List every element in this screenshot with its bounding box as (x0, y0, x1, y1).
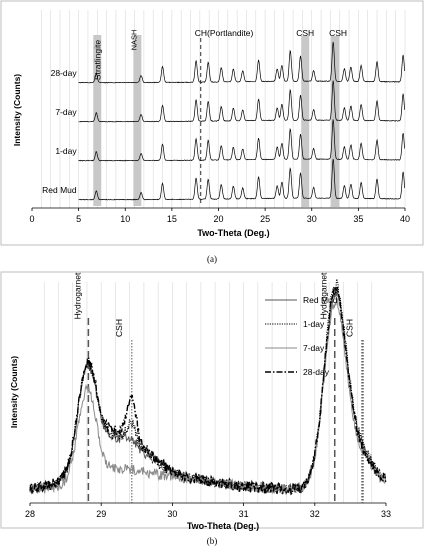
series-label: 28-day (51, 68, 78, 78)
xrd-trace-7-day (78, 80, 405, 123)
x-tick-label: 5 (76, 214, 81, 224)
panel-a-border (0, 0, 424, 246)
xrd-trace-red-mud (29, 288, 387, 495)
x-tick-label: 30 (167, 509, 177, 519)
legend-label: Red Mud (303, 295, 338, 305)
x-tick-label: 33 (381, 509, 391, 519)
panel-a: 0 5 10 15 20 25 30 35 40 Two-Theta (Deg.) Intensit… (0, 0, 424, 264)
peak-label: Hydrogarnet (72, 272, 82, 319)
phase-band (93, 35, 102, 206)
xrd-trace-1-day (29, 278, 387, 495)
peak-label: Hydrogarnet (319, 272, 329, 319)
band-label: NASH (129, 30, 138, 51)
x-tick-label: 29 (96, 509, 106, 519)
phase-band (133, 35, 142, 206)
caption-a: (a) (207, 254, 217, 264)
band-label: CSH (329, 28, 347, 38)
xrd-trace-28-day (78, 41, 405, 84)
x-tick-label: 35 (353, 214, 363, 224)
x-tick-label: 15 (167, 214, 177, 224)
x-tick-label: 32 (310, 509, 320, 519)
phase-band (331, 36, 340, 207)
band-label: CSH (296, 28, 314, 38)
x-tick-label: 10 (120, 214, 130, 224)
xrd-trace-red-mud (78, 158, 405, 201)
series-label: 1-day (55, 146, 77, 156)
xrd-trace-7-day (29, 297, 387, 495)
phase-band (301, 36, 310, 207)
xrd-trace-1-day (78, 119, 405, 162)
x-tick-label: 40 (400, 214, 410, 224)
x-tick-label: 30 (307, 214, 317, 224)
x-axis-title: Two-Theta (Deg.) (187, 521, 259, 531)
xrd-trace-28-day (29, 286, 387, 496)
panel-b: 28 29 30 31 32 33 Two-Theta (Deg.) Intensity (C… (0, 271, 424, 546)
band-label: Stratlingite (92, 40, 102, 80)
peak-label: CSH (345, 319, 355, 337)
x-tick-label: 31 (239, 509, 249, 519)
portlandite-label: CH(Portlandite) (195, 28, 254, 38)
x-tick-label: 20 (213, 214, 223, 224)
legend-label: 7-day (303, 343, 325, 353)
legend-label: 28-day (303, 367, 330, 377)
x-tick-label: 25 (260, 214, 270, 224)
x-tick-label: 0 (29, 214, 34, 224)
caption-b: (b) (207, 536, 218, 546)
x-tick-label: 28 (25, 509, 35, 519)
legend-label: 1-day (303, 319, 325, 329)
x-axis-title: Two-Theta (Deg.) (197, 228, 269, 238)
y-axis-title: Intensity (Counts) (9, 356, 19, 428)
panel-b-border (0, 271, 424, 529)
peak-label: CSH (114, 319, 124, 337)
y-axis-title: Intensity (Counts) (12, 74, 22, 146)
series-label: Red Mud (42, 185, 77, 195)
series-label: 7-day (55, 107, 77, 117)
